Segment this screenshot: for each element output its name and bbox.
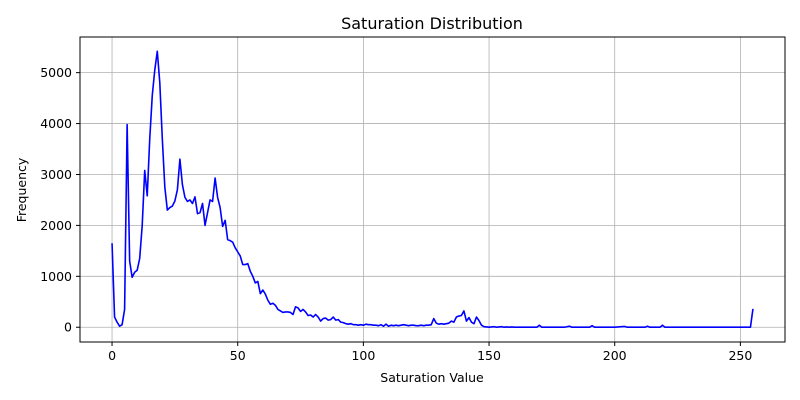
plot-frame xyxy=(79,36,786,343)
y-tick-label: 2000 xyxy=(40,218,72,233)
y-tick-label: 0 xyxy=(64,320,72,335)
x-tick-label: 0 xyxy=(108,348,116,363)
series-layer xyxy=(111,50,754,329)
y-tick-label: 4000 xyxy=(40,116,72,131)
x-axis-label: Saturation Value xyxy=(380,370,484,385)
y-axis: 0 1000 2000 3000 4000 5000 xyxy=(40,65,80,335)
y-tick-label: 1000 xyxy=(40,269,72,284)
y-tick-label: 5000 xyxy=(40,65,72,80)
chart-title: Saturation Distribution xyxy=(341,14,523,33)
y-axis-label: Frequency xyxy=(14,157,29,222)
x-tick-label: 100 xyxy=(351,348,375,363)
x-axis: 0 50 100 150 200 250 xyxy=(108,342,752,363)
grid-lines xyxy=(80,37,785,342)
series-line xyxy=(111,50,754,329)
x-tick-label: 50 xyxy=(230,348,246,363)
x-tick-label: 150 xyxy=(477,348,501,363)
y-tick-label: 3000 xyxy=(40,167,72,182)
x-tick-label: 200 xyxy=(603,348,627,363)
x-tick-label: 250 xyxy=(728,348,752,363)
